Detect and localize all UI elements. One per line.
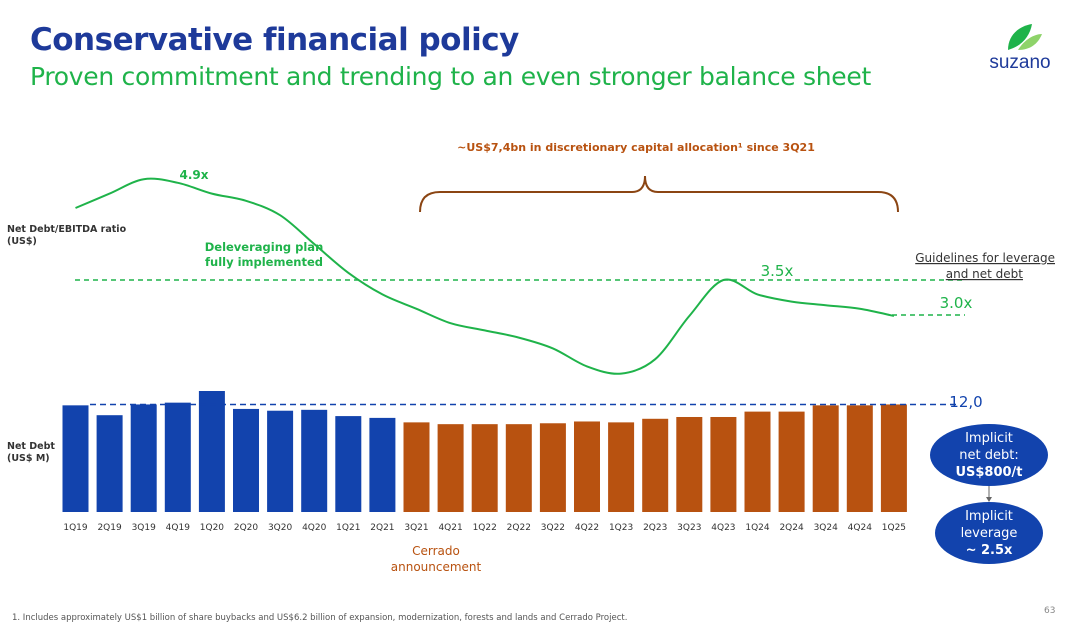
x-tick-3Q20: 3Q20 xyxy=(268,523,293,533)
bar-1Q23 xyxy=(608,422,635,512)
x-tick-4Q24: 4Q24 xyxy=(848,523,873,533)
x-axis-ticks: 1Q19 2Q19 3Q19 4Q19 1Q20 2Q20 3Q20 4Q20 1Q21 2Q21… xyxy=(63,523,906,533)
leverage-target-label: 3.0x xyxy=(940,294,973,312)
bar-2Q24 xyxy=(778,411,805,512)
capital-allocation-label: ~US$7,4bn in discretionary capital alloc… xyxy=(457,141,815,154)
bubble-connector-arrow xyxy=(986,497,992,502)
bar-1Q19 xyxy=(62,405,89,512)
leverage-bubble: Implicit leverage ~ 2.5x xyxy=(935,502,1043,564)
x-tick-3Q24: 3Q24 xyxy=(814,523,839,533)
bar-2Q20 xyxy=(233,408,259,512)
leaf-icon xyxy=(1008,24,1042,50)
x-tick-2Q23: 2Q23 xyxy=(643,523,667,533)
x-tick-2Q20: 2Q20 xyxy=(234,523,259,533)
net-debt-bubble-value: US$800/t xyxy=(955,464,1023,480)
bar-4Q21 xyxy=(437,424,464,512)
bar-2Q22 xyxy=(505,424,532,512)
x-tick-1Q21: 1Q21 xyxy=(336,523,360,533)
net-debt-bubble-line2: net debt: xyxy=(959,447,1019,463)
x-tick-2Q24: 2Q24 xyxy=(779,523,804,533)
x-tick-2Q21: 2Q21 xyxy=(370,523,394,533)
bar-2Q21 xyxy=(369,417,396,512)
bar-4Q24 xyxy=(846,405,873,512)
page-title: Conservative financial policy xyxy=(30,22,519,58)
debt-axis-label-2: (US$ M) xyxy=(7,453,50,464)
x-tick-4Q23: 4Q23 xyxy=(711,523,735,533)
bar-1Q21 xyxy=(335,416,362,512)
page-number: 63 xyxy=(1044,606,1056,616)
deleveraging-label-2: fully implemented xyxy=(205,255,323,269)
x-tick-1Q24: 1Q24 xyxy=(745,523,770,533)
x-tick-4Q20: 4Q20 xyxy=(302,523,327,533)
x-tick-2Q22: 2Q22 xyxy=(507,523,531,533)
suzano-logo: suzano xyxy=(978,20,1062,76)
net-debt-bubble: Implicit net debt: US$800/t xyxy=(930,424,1048,486)
deleveraging-label-1: Deleveraging plan xyxy=(205,240,324,254)
bar-4Q20 xyxy=(301,409,328,512)
x-tick-3Q23: 3Q23 xyxy=(677,523,701,533)
bar-1Q22 xyxy=(471,424,498,512)
x-tick-4Q22: 4Q22 xyxy=(575,523,599,533)
debt-guideline-label: 12,0 xyxy=(949,393,982,411)
debt-axis-label-1: Net Debt xyxy=(7,441,55,452)
net-debt-bubble-line1: Implicit xyxy=(965,430,1013,446)
ratio-axis-label-1: Net Debt/EBITDA ratio xyxy=(7,224,127,235)
bar-4Q23 xyxy=(710,416,737,512)
x-tick-3Q22: 3Q22 xyxy=(541,523,565,533)
bar-1Q25 xyxy=(880,404,907,512)
bar-3Q21 xyxy=(403,422,430,512)
bar-3Q19 xyxy=(130,404,157,512)
leverage-bubble-line1: Implicit xyxy=(965,508,1013,524)
leverage-bubble-line2: leverage xyxy=(960,525,1018,541)
x-tick-1Q19: 1Q19 xyxy=(63,523,88,533)
leverage-bubble-value: ~ 2.5x xyxy=(965,542,1013,558)
cerrado-label-2: announcement xyxy=(391,560,482,574)
x-tick-1Q22: 1Q22 xyxy=(473,523,497,533)
cerrado-label-1: Cerrado xyxy=(412,544,460,558)
leverage-guideline-label: 3.5x xyxy=(761,262,794,280)
bar-2Q23 xyxy=(642,418,669,512)
bar-3Q20 xyxy=(267,410,294,512)
footnote: 1. Includes approximately US$1 billion o… xyxy=(12,613,628,623)
guidelines-label-1: Guidelines for leverage xyxy=(915,251,1055,265)
x-tick-1Q23: 1Q23 xyxy=(609,523,633,533)
bar-series xyxy=(62,391,907,512)
x-tick-1Q20: 1Q20 xyxy=(200,523,225,533)
bar-4Q22 xyxy=(574,421,600,512)
x-tick-4Q19: 4Q19 xyxy=(166,523,191,533)
bar-3Q22 xyxy=(539,423,566,512)
bar-1Q24 xyxy=(744,411,771,512)
leverage-line xyxy=(75,177,895,375)
page-subtitle: Proven commitment and trending to an eve… xyxy=(30,62,871,91)
bar-4Q19 xyxy=(164,402,191,512)
x-tick-4Q21: 4Q21 xyxy=(438,523,462,533)
guidelines-label-2: and net debt xyxy=(946,267,1024,281)
x-tick-2Q19: 2Q19 xyxy=(97,523,122,533)
peak-label: 4.9x xyxy=(180,168,209,182)
bar-1Q20 xyxy=(198,391,225,512)
bar-2Q19 xyxy=(96,415,123,512)
logo-text: suzano xyxy=(989,52,1051,73)
bar-3Q23 xyxy=(676,416,703,512)
ratio-axis-label-2: (US$) xyxy=(7,236,37,247)
bar-3Q24 xyxy=(812,405,839,512)
x-tick-3Q19: 3Q19 xyxy=(132,523,157,533)
x-tick-1Q25: 1Q25 xyxy=(882,523,906,533)
x-tick-3Q21: 3Q21 xyxy=(404,523,428,533)
capital-allocation-brace xyxy=(419,175,899,213)
